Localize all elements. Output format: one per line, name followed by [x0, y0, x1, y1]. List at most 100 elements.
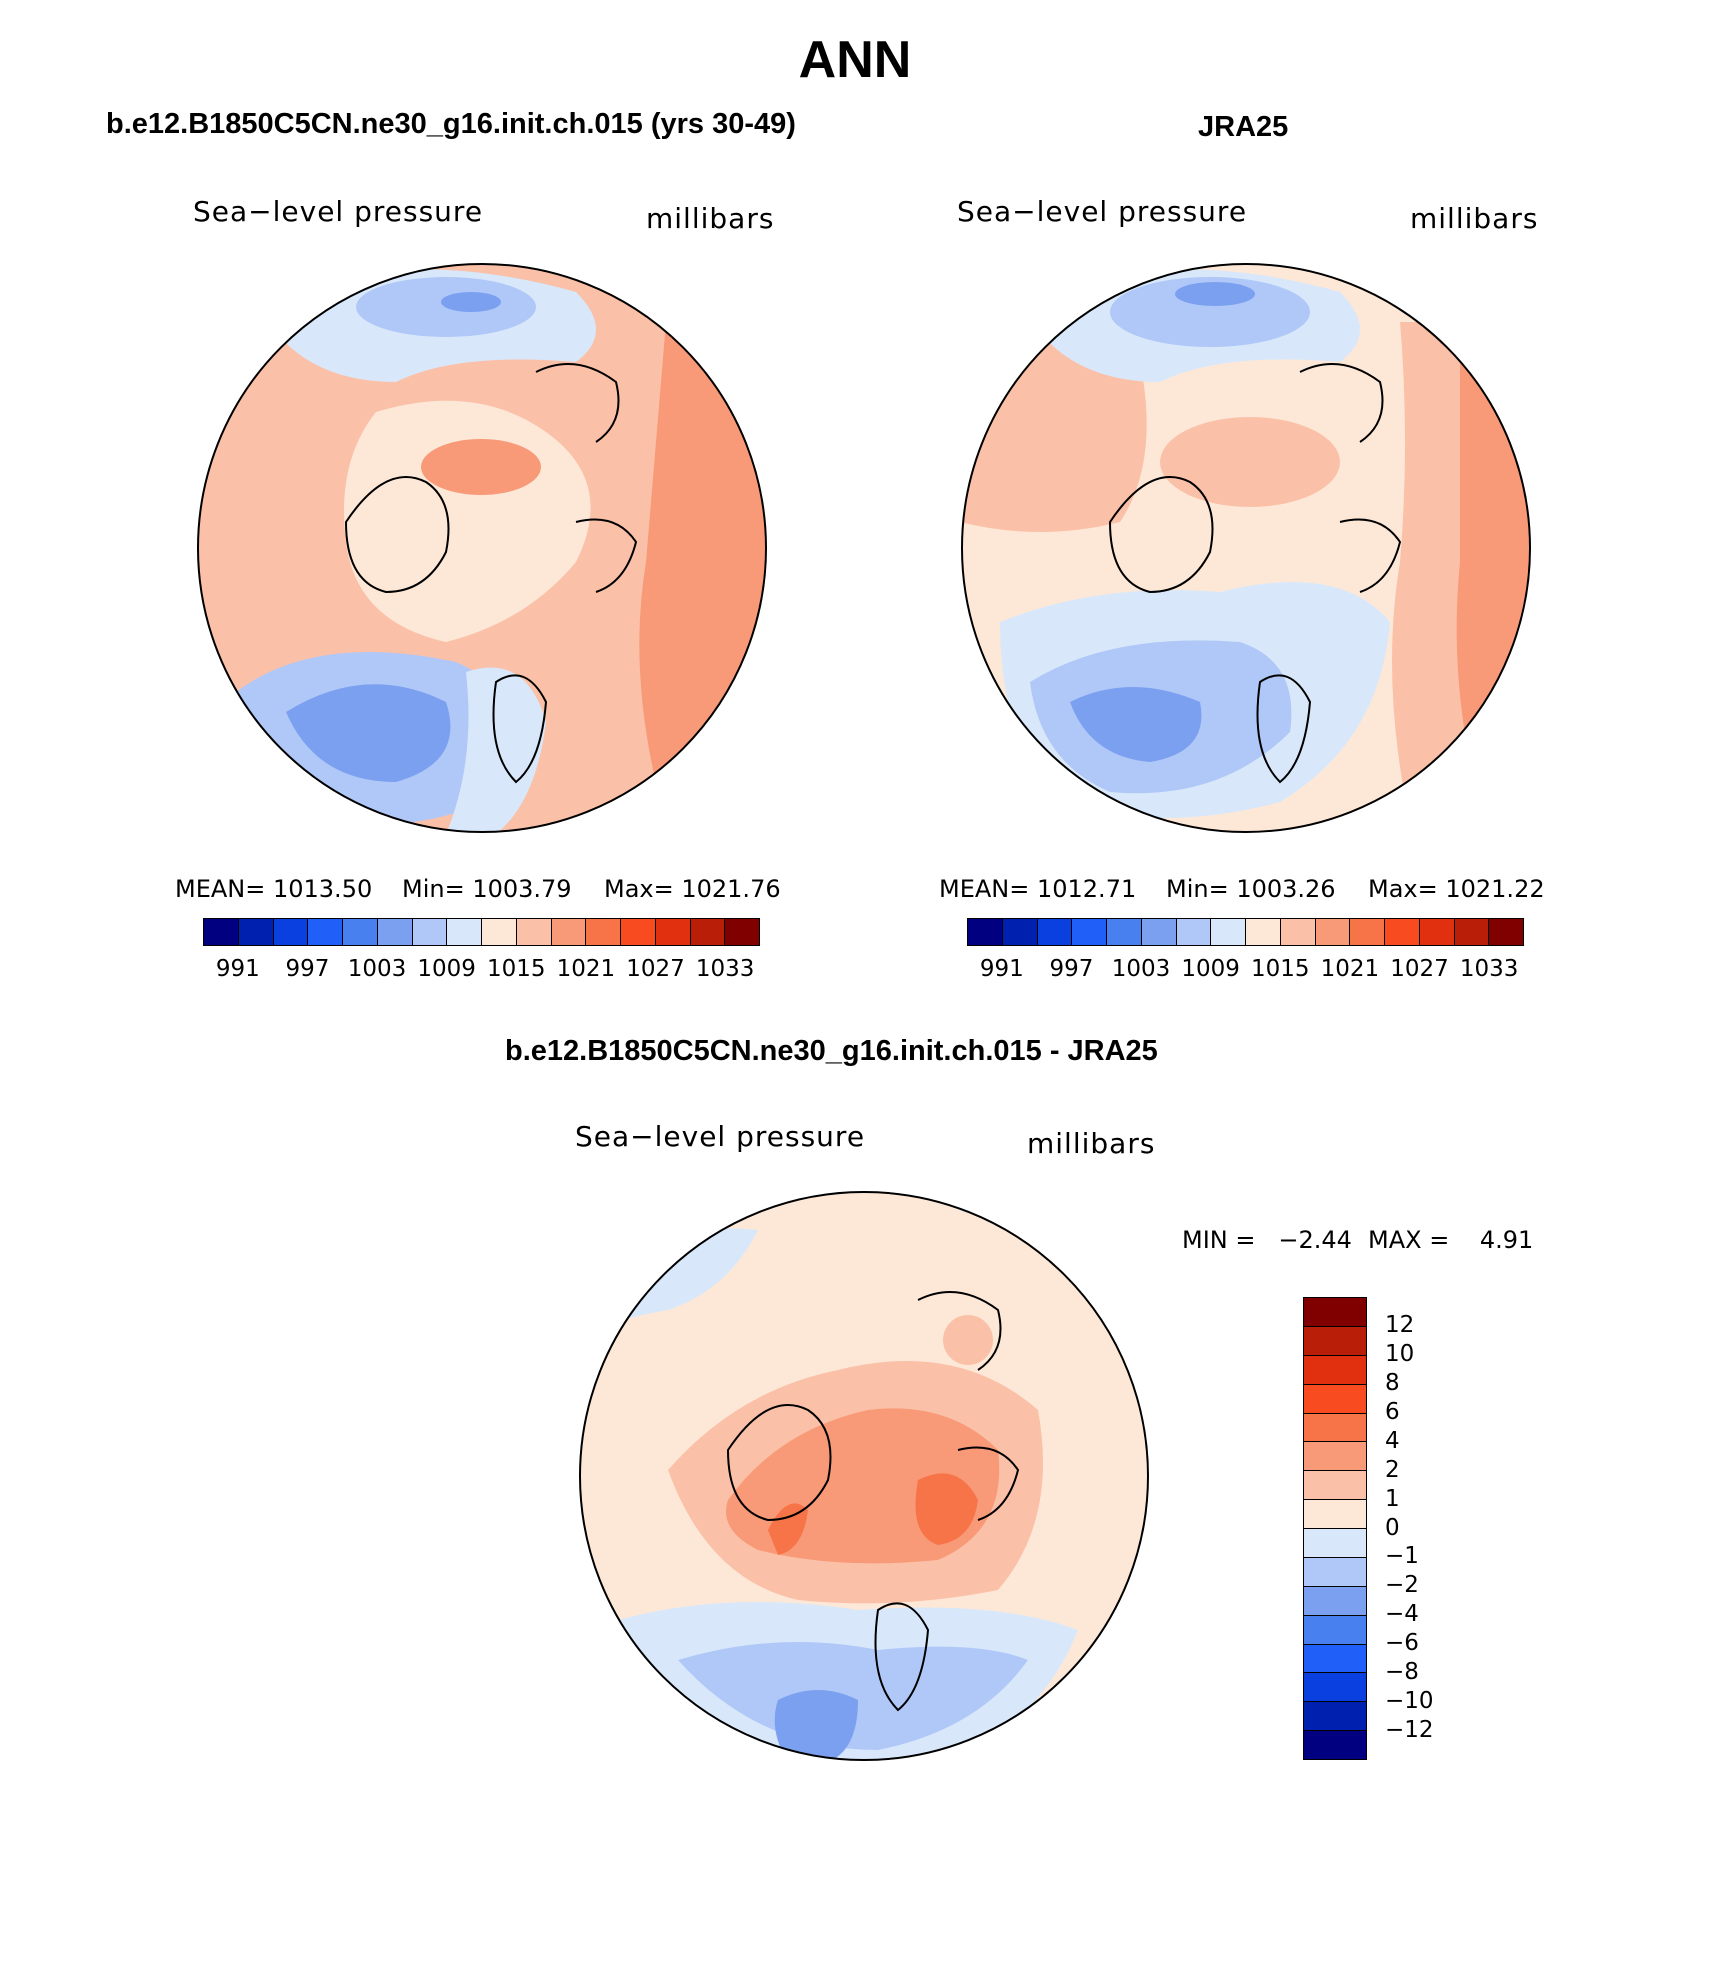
- page-title: ANN: [798, 31, 912, 89]
- right-colorbar-swatch: [1211, 919, 1246, 945]
- coastline: [726, 1291, 1020, 1712]
- left-colorbar-swatch: [204, 919, 239, 945]
- left-colorbar-swatch: [621, 919, 656, 945]
- right-colorbar-swatch: [1037, 919, 1073, 945]
- left-colorbar: [203, 918, 760, 946]
- diff-colorbar-tick-label: 6: [1385, 1398, 1400, 1425]
- diff-colorbar-tick-label: −6: [1385, 1630, 1419, 1657]
- left-colorbar-swatch: [308, 919, 343, 945]
- diff-colorbar-swatch: [1304, 1586, 1366, 1616]
- right-units-label: millibars: [1410, 202, 1539, 235]
- right-mean-value: MEAN= 1012.71: [939, 875, 1137, 903]
- left-colorbar-tick-label: 1027: [626, 956, 685, 982]
- left-colorbar-swatch: [273, 919, 309, 945]
- right-panel-header: JRA25: [1198, 111, 1289, 143]
- left-colorbar-tick-label: 1009: [417, 956, 476, 982]
- left-colorbar-swatch: [551, 919, 587, 945]
- icelandic-low-core: [1070, 687, 1202, 762]
- diff-colorbar-tick-label: 2: [1385, 1456, 1400, 1483]
- right-colorbar-tick-label: 991: [979, 956, 1024, 982]
- icelandic-low-core: [286, 684, 451, 782]
- left-colorbar-swatch: [238, 919, 274, 945]
- right-colorbar-swatch: [1246, 919, 1281, 945]
- diff-colorbar-tick-label: −12: [1385, 1717, 1434, 1744]
- right-colorbar-swatch: [1141, 919, 1177, 945]
- right-colorbar-swatch: [1072, 919, 1107, 945]
- right-polar-map: [961, 263, 1531, 833]
- diff-colorbar-swatch: [1304, 1384, 1366, 1414]
- arctic-high: [421, 439, 541, 495]
- peak-positive-anomaly: [915, 1473, 978, 1545]
- arctic-high: [1160, 417, 1340, 507]
- coastline: [1108, 363, 1402, 784]
- right-colorbar-tick-label: 997: [1049, 956, 1094, 982]
- diff-colorbar-tick-label: 10: [1385, 1340, 1415, 1367]
- left-colorbar-swatch: [725, 919, 759, 945]
- right-max-value: Max= 1021.22: [1368, 875, 1545, 903]
- diff-colorbar-tick-label: −10: [1385, 1688, 1434, 1715]
- diff-colorbar-tick-label: 8: [1385, 1369, 1400, 1396]
- europe-low-band: [446, 667, 546, 832]
- diff-colorbar: [1303, 1297, 1367, 1760]
- diff-colorbar-swatch: [1304, 1500, 1366, 1529]
- left-max-value: Max= 1021.76: [604, 875, 781, 903]
- diff-colorbar-tick-label: −2: [1385, 1572, 1419, 1599]
- right-colorbar-swatch: [1385, 919, 1420, 945]
- left-colorbar-swatch: [690, 919, 726, 945]
- diff-colorbar-tick-label: 12: [1385, 1311, 1415, 1338]
- left-colorbar-swatch: [586, 919, 621, 945]
- diff-colorbar-swatch: [1304, 1442, 1366, 1472]
- diff-colorbar-tick-label: −1: [1385, 1543, 1419, 1570]
- diff-colorbar-swatch: [1304, 1557, 1366, 1587]
- right-colorbar-tick-label: 1033: [1459, 956, 1519, 982]
- right-colorbar-swatch: [1454, 919, 1490, 945]
- right-colorbar-swatch: [1107, 919, 1142, 945]
- left-polar-map: [197, 263, 767, 833]
- diff-variable-label: Sea−level pressure: [575, 1120, 866, 1153]
- diff-panel-header: b.e12.B1850C5CN.ne30_g16.init.ch.015 - J…: [505, 1035, 1158, 1067]
- diff-colorbar-swatch: [1304, 1644, 1366, 1674]
- right-colorbar: [967, 918, 1524, 946]
- right-colorbar-swatch: [1419, 919, 1455, 945]
- right-min-value: Min= 1003.26: [1166, 875, 1336, 903]
- left-colorbar-swatch: [655, 919, 691, 945]
- left-colorbar-swatch: [482, 919, 517, 945]
- right-colorbar-swatch: [1176, 919, 1212, 945]
- right-colorbar-swatch: [1489, 919, 1523, 945]
- diff-colorbar-tick-label: 4: [1385, 1427, 1400, 1454]
- diff-colorbar-tick-label: 1: [1385, 1485, 1400, 1512]
- right-colorbar-swatch: [968, 919, 1003, 945]
- left-units-label: millibars: [646, 202, 775, 235]
- diff-colorbar-swatch: [1304, 1355, 1366, 1385]
- left-colorbar-swatch: [343, 919, 378, 945]
- diff-colorbar-tick-label: −8: [1385, 1659, 1419, 1686]
- right-colorbar-tick-label: 1003: [1111, 956, 1171, 982]
- left-colorbar-tick-label: 1033: [695, 956, 755, 982]
- left-colorbar-swatch: [377, 919, 413, 945]
- left-colorbar-tick-label: 1003: [347, 956, 407, 982]
- left-colorbar-tick-label: 1015: [487, 956, 546, 982]
- diff-max-value: MAX = 4.91: [1368, 1226, 1534, 1254]
- diff-colorbar-swatch: [1304, 1731, 1366, 1759]
- left-mean-value: MEAN= 1013.50: [175, 875, 373, 903]
- right-colorbar-tick-label: 1027: [1390, 956, 1449, 982]
- diff-colorbar-swatch: [1304, 1471, 1366, 1501]
- europe-negative-core: [774, 1690, 858, 1760]
- diff-colorbar-swatch: [1304, 1529, 1366, 1558]
- right-colorbar-swatch: [1002, 919, 1038, 945]
- diff-units-label: millibars: [1027, 1127, 1156, 1160]
- left-colorbar-swatch: [447, 919, 482, 945]
- right-colorbar-swatch: [1280, 919, 1316, 945]
- diff-colorbar-swatch: [1304, 1702, 1366, 1732]
- diff-colorbar-swatch: [1304, 1673, 1366, 1703]
- diff-colorbar-swatch: [1304, 1326, 1366, 1356]
- diff-colorbar-tick-label: 0: [1385, 1514, 1400, 1541]
- right-colorbar-tick-label: 1015: [1251, 956, 1310, 982]
- right-variable-label: Sea−level pressure: [957, 195, 1248, 228]
- right-colorbar-tick-label: 1021: [1320, 956, 1380, 982]
- left-variable-label: Sea−level pressure: [193, 195, 484, 228]
- right-colorbar-swatch: [1350, 919, 1385, 945]
- diff-colorbar-swatch: [1304, 1615, 1366, 1645]
- diff-colorbar-swatch: [1304, 1413, 1366, 1443]
- left-colorbar-tick-label: 991: [215, 956, 260, 982]
